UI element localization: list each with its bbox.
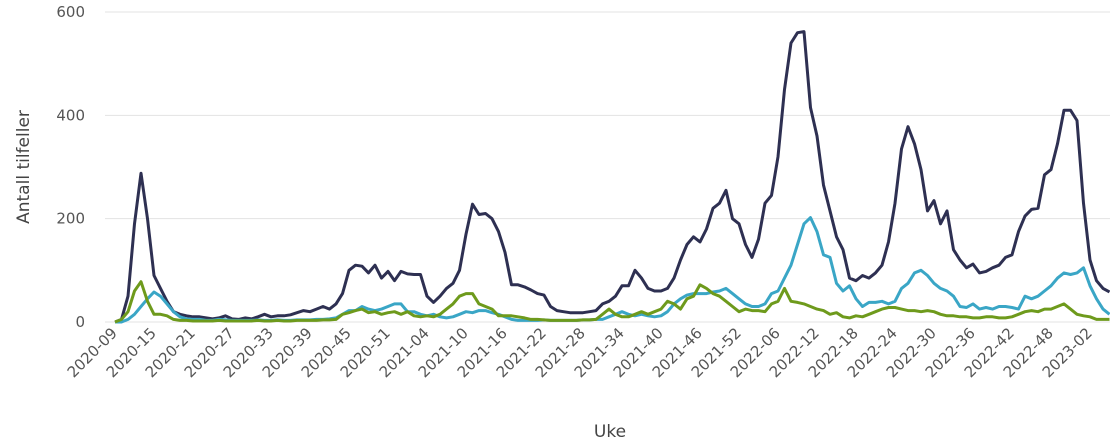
y-tick-label: 200 [56, 210, 85, 228]
y-tick-label: 400 [56, 106, 85, 124]
y-axis-title: Antall tilfeller [14, 110, 34, 224]
series-line [114, 30, 1110, 324]
y-tick-label: 0 [75, 313, 85, 331]
x-axis-title: Uke [594, 422, 626, 442]
series-line [114, 280, 1110, 324]
y-tick-label: 600 [56, 3, 85, 21]
series-line [115, 216, 1110, 324]
